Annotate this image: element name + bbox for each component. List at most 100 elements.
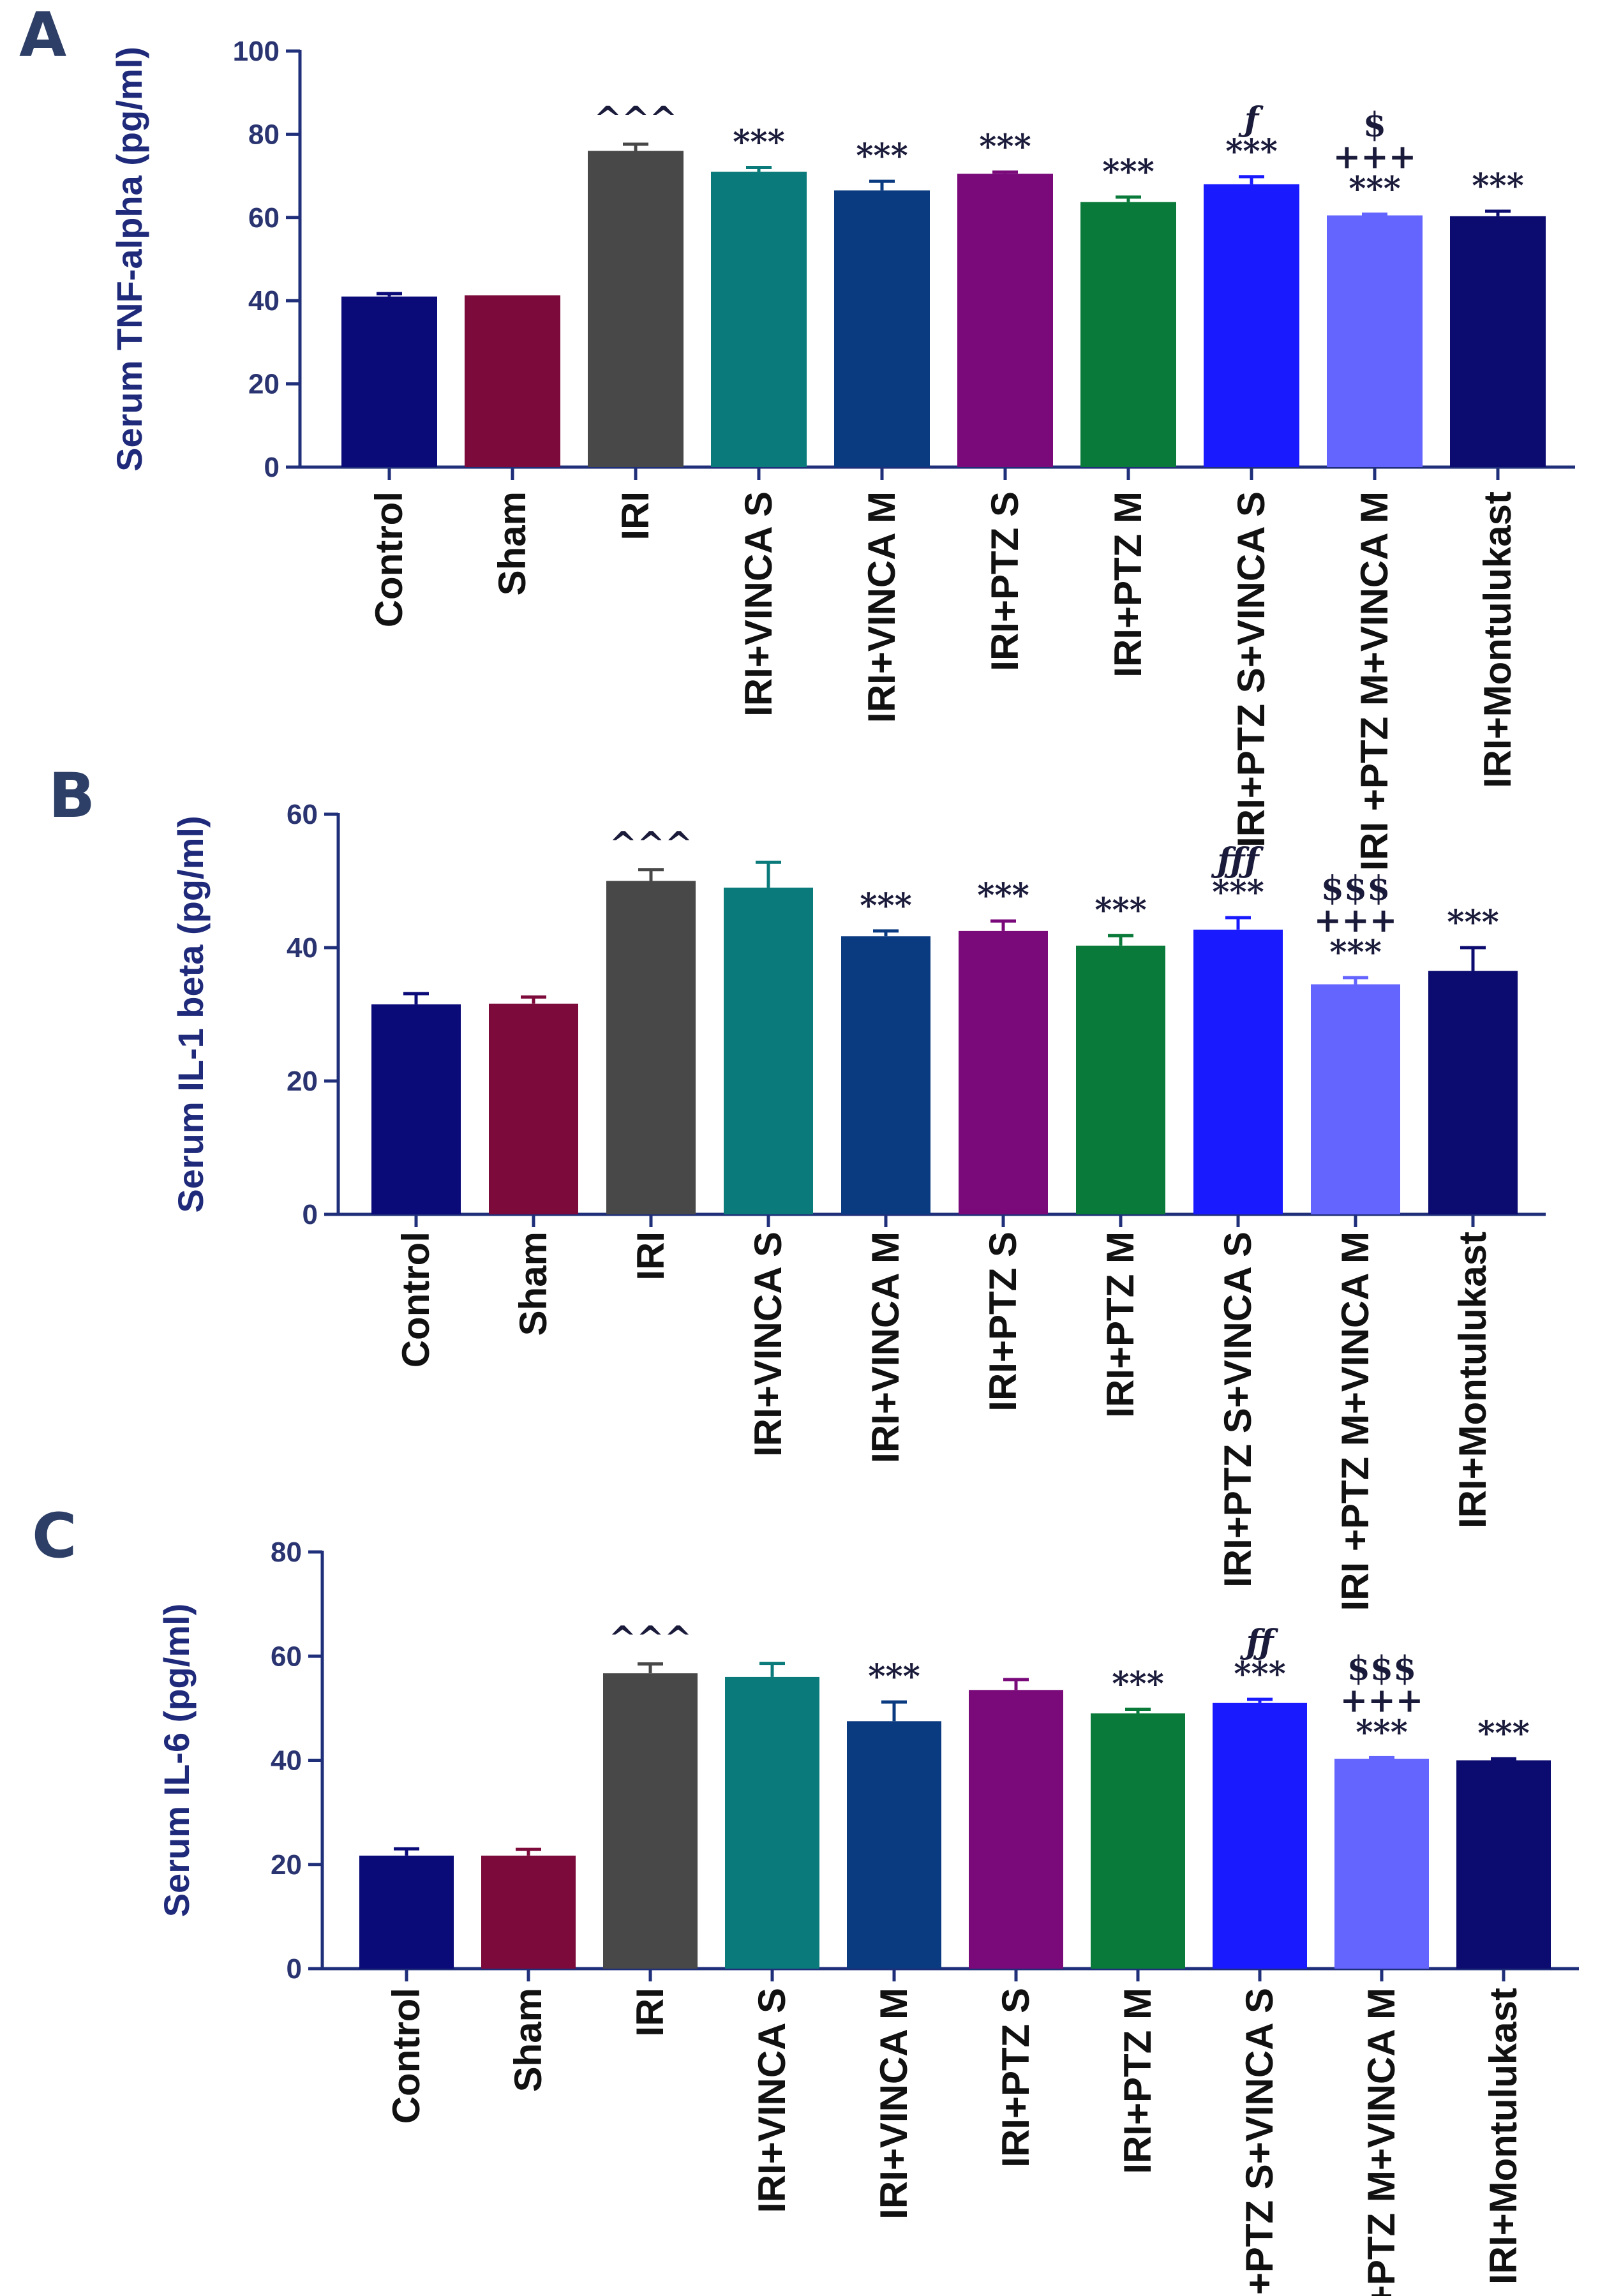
category-label: IRI (614, 491, 657, 540)
significance-label: $ (1363, 106, 1386, 145)
y-axis-label: Serum IL-1 beta (pg/ml) (170, 816, 211, 1212)
category-label: IRI (629, 1988, 671, 2037)
category-label: IRI+PTZ M (1107, 491, 1149, 678)
chart-panel-c: C 0 20 40 60 80 Serum IL-6 (pg/ml) Control Sham ^… (32, 1500, 1579, 2296)
y-tick-label: 40 (287, 932, 318, 964)
bar (481, 1855, 576, 1969)
significance-label: *** (1329, 933, 1382, 972)
bar (371, 1004, 461, 1214)
y-tick-label: 0 (264, 452, 280, 483)
panel-label: B (49, 760, 95, 831)
category-label: IRI+PTZ S+VINCA S (1238, 1988, 1281, 2296)
significance-label: ^^^ (609, 1619, 692, 1658)
significance-label: $$$ (1347, 1649, 1417, 1688)
category-label: IRI+PTZ S+VINCA S (1230, 491, 1273, 847)
category-label: IRI+VINCA M (860, 491, 903, 723)
category-label: Control (394, 1232, 437, 1368)
category-label: IRI+PTZ S+VINCA S (1216, 1232, 1259, 1588)
bar (1311, 984, 1400, 1214)
significance-label: +++ (1314, 901, 1398, 940)
significance-label: *** (977, 876, 1029, 915)
significance-label: *** (1095, 891, 1147, 930)
bar (465, 295, 560, 467)
significance-label: ^^^ (594, 100, 678, 138)
y-tick-label: 60 (287, 799, 318, 830)
chart-panel-b: B 0 20 40 60 Serum IL-1 beta (pg/ml) Control Sh… (49, 760, 1546, 1611)
category-label: IRI (629, 1232, 672, 1281)
bar (724, 887, 813, 1214)
significance-label: *** (1212, 873, 1264, 912)
bar (603, 1673, 698, 1969)
category-label: Sham (507, 1988, 549, 2092)
y-tick-label: 40 (248, 285, 280, 317)
bar (725, 1676, 819, 1969)
y-axis-label: Serum IL-6 (pg/ml) (156, 1604, 197, 1918)
category-label: IRI+PTZ M+VINCA M (1360, 1988, 1403, 2296)
bar (1334, 1759, 1429, 1969)
bar (959, 930, 1048, 1214)
category-label: IRI+VINCA M (864, 1232, 907, 1463)
significance-label: $$$ (1321, 869, 1391, 908)
significance-label: *** (979, 128, 1031, 167)
significance-label: *** (1234, 1655, 1286, 1694)
bar (1327, 215, 1423, 467)
category-label: IRI+Montulukast (1451, 1232, 1494, 1528)
bar (1204, 184, 1299, 467)
category-label: IRI+PTZ S (983, 491, 1026, 671)
bar (834, 190, 930, 467)
category-label: IRI+Montulukast (1482, 1988, 1525, 2285)
category-label: IRI+VINCA M (872, 1988, 915, 2219)
significance-label: *** (868, 1657, 920, 1696)
panel-label: A (19, 0, 66, 71)
category-label: IRI+PTZ M (1116, 1988, 1159, 2174)
significance-label: ^^^ (609, 825, 693, 864)
y-tick-label: 60 (248, 202, 280, 234)
y-tick-label: 0 (287, 1953, 302, 1985)
chart-panel-a: A 0 20 40 60 80 100 Serum TNF-alpha (pg/ml) Cont… (19, 0, 1575, 871)
y-tick-label: 60 (271, 1641, 302, 1672)
significance-label: *** (1356, 1713, 1408, 1752)
category-label: Control (368, 491, 410, 627)
significance-label: *** (1349, 170, 1401, 209)
bar (1091, 1713, 1185, 1969)
category-label: IRI+VINCA S (737, 491, 780, 717)
bar (711, 172, 807, 467)
significance-label: *** (1225, 132, 1278, 171)
bar (1428, 971, 1518, 1214)
y-tick-label: 80 (271, 1537, 302, 1568)
y-tick-label: 80 (248, 119, 280, 150)
category-label: IRI+VINCA S (751, 1988, 793, 2213)
category-label: IRI +PTZ M+VINCA M (1353, 491, 1396, 871)
bar (1076, 945, 1165, 1214)
significance-label: *** (733, 123, 785, 162)
significance-label: *** (1472, 167, 1524, 205)
bar (841, 936, 930, 1214)
significance-label: +++ (1333, 138, 1417, 177)
bar (847, 1721, 941, 1969)
category-label: Sham (491, 491, 534, 595)
significance-label: ƒƒƒ (1211, 841, 1264, 880)
bar (1450, 216, 1546, 467)
y-tick-label: 20 (287, 1066, 318, 1097)
category-label: IRI+PTZ S (994, 1988, 1037, 2168)
bar (1213, 1703, 1307, 1969)
bar (957, 174, 1053, 467)
y-tick-label: 0 (303, 1199, 318, 1230)
significance-label: *** (1102, 153, 1154, 191)
significance-label: ƒƒ (1239, 1623, 1278, 1662)
panel-label: C (32, 1500, 77, 1572)
bar (1193, 929, 1283, 1214)
bar (1456, 1760, 1551, 1969)
category-label: IRI+PTZ S (982, 1232, 1024, 1412)
bar (588, 151, 684, 468)
bar (341, 296, 437, 467)
y-tick-label: 20 (271, 1849, 302, 1881)
significance-label: *** (1112, 1665, 1164, 1704)
category-label: IRI+PTZ M (1099, 1232, 1142, 1418)
bar (359, 1855, 454, 1969)
category-label: IRI+Montulukast (1476, 491, 1519, 788)
bar (489, 1003, 578, 1214)
bar (1080, 202, 1176, 467)
category-label: IRI+VINCA S (747, 1232, 789, 1457)
